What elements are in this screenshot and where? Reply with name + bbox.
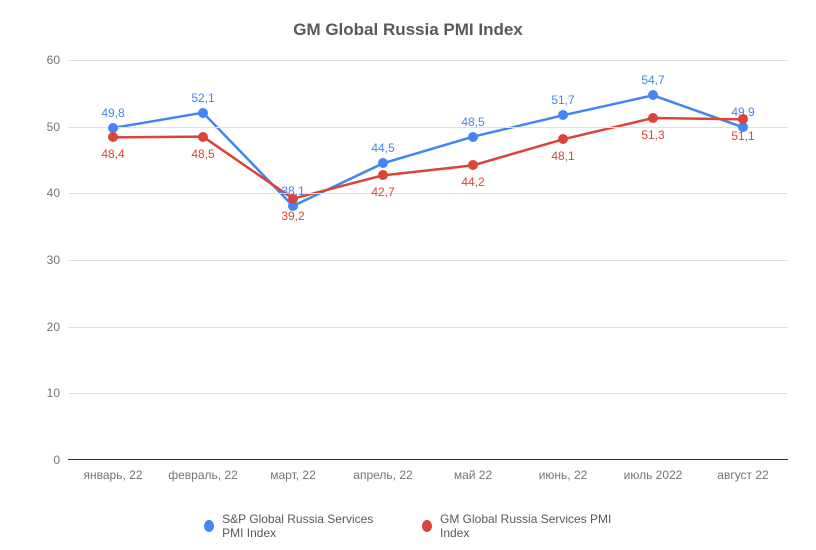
x-tick-label: май 22 bbox=[454, 468, 492, 482]
data-label: 51,3 bbox=[641, 128, 664, 142]
y-tick-label: 0 bbox=[53, 453, 60, 467]
gridline bbox=[68, 193, 788, 194]
chart-container: GM Global Russia PMI Index 0102030405060… bbox=[0, 0, 816, 550]
data-label: 51,7 bbox=[551, 93, 574, 107]
y-tick-label: 10 bbox=[47, 386, 60, 400]
y-tick-label: 50 bbox=[47, 120, 60, 134]
data-label: 48,5 bbox=[461, 115, 484, 129]
legend-dot bbox=[422, 520, 432, 532]
data-label: 48,1 bbox=[551, 149, 574, 163]
data-label: 42,7 bbox=[371, 185, 394, 199]
x-tick-label: март, 22 bbox=[270, 468, 316, 482]
gridline bbox=[68, 260, 788, 261]
y-tick-label: 20 bbox=[47, 320, 60, 334]
data-point bbox=[648, 113, 658, 123]
data-point bbox=[198, 108, 208, 118]
gridline bbox=[68, 327, 788, 328]
x-axis-line bbox=[68, 459, 788, 460]
data-point bbox=[288, 194, 298, 204]
data-point bbox=[558, 110, 568, 120]
legend-label: GM Global Russia Services PMI Index bbox=[440, 512, 612, 540]
legend-label: S&P Global Russia Services PMI Index bbox=[222, 512, 398, 540]
data-label: 48,5 bbox=[191, 147, 214, 161]
y-tick-label: 30 bbox=[47, 253, 60, 267]
y-tick-label: 40 bbox=[47, 186, 60, 200]
data-label: 51,1 bbox=[731, 129, 754, 143]
x-tick-label: апрель, 22 bbox=[353, 468, 412, 482]
legend-item-gm: GM Global Russia Services PMI Index bbox=[422, 512, 612, 540]
x-tick-label: июль 2022 bbox=[624, 468, 683, 482]
data-point bbox=[558, 134, 568, 144]
data-point bbox=[738, 114, 748, 124]
data-point bbox=[648, 90, 658, 100]
data-label: 39,2 bbox=[281, 209, 304, 223]
plot-area: 0102030405060январь, 22февраль, 22март, … bbox=[68, 60, 788, 460]
legend-item-sp: S&P Global Russia Services PMI Index bbox=[204, 512, 398, 540]
data-label: 49,8 bbox=[101, 106, 124, 120]
data-point bbox=[468, 160, 478, 170]
x-tick-label: август 22 bbox=[717, 468, 768, 482]
x-tick-label: январь, 22 bbox=[84, 468, 143, 482]
data-point bbox=[378, 158, 388, 168]
x-tick-label: февраль, 22 bbox=[168, 468, 238, 482]
chart-title: GM Global Russia PMI Index bbox=[40, 20, 776, 40]
data-label: 48,4 bbox=[101, 147, 124, 161]
gridline bbox=[68, 393, 788, 394]
data-point bbox=[198, 132, 208, 142]
data-label: 52,1 bbox=[191, 91, 214, 105]
gridline bbox=[68, 127, 788, 128]
data-label: 54,7 bbox=[641, 73, 664, 87]
data-label: 44,5 bbox=[371, 141, 394, 155]
data-point bbox=[108, 132, 118, 142]
data-point bbox=[468, 132, 478, 142]
gridline bbox=[68, 60, 788, 61]
legend: S&P Global Russia Services PMI Index GM G… bbox=[204, 512, 612, 540]
y-tick-label: 60 bbox=[47, 53, 60, 67]
x-tick-label: июнь, 22 bbox=[539, 468, 588, 482]
legend-dot bbox=[204, 520, 214, 532]
data-point bbox=[378, 170, 388, 180]
data-label: 44,2 bbox=[461, 175, 484, 189]
